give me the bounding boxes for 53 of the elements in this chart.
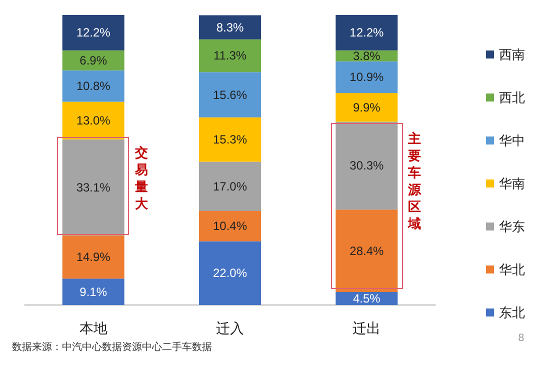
data-label: 15.6%: [212, 88, 248, 102]
x-tick-label: 迁入: [216, 320, 244, 336]
bar: [62, 102, 124, 140]
data-label: 28.4%: [350, 244, 384, 258]
data-label: 33.1%: [76, 180, 111, 194]
data-label: 30.3%: [350, 158, 384, 173]
legend-label: 华中: [499, 133, 525, 148]
bar: [199, 15, 261, 40]
data-label: 4.5%: [352, 291, 381, 306]
bar: [62, 50, 124, 70]
bar: [336, 15, 398, 50]
data-label: 13.0%: [76, 114, 111, 128]
data-label: 9.1%: [80, 284, 108, 299]
source-note: 数据来源：中汽中心数据资源中心二手车数据: [12, 340, 212, 354]
data-label: 14.9%: [76, 250, 111, 264]
bar: [336, 93, 398, 122]
data-label: 8.3%: [216, 20, 244, 34]
data-label: 12.2%: [350, 26, 384, 40]
data-label: 3.8%: [352, 48, 381, 63]
bar: [62, 278, 124, 305]
bar: [336, 210, 398, 292]
data-label: 10.9%: [350, 70, 384, 84]
annotation: 交易量大: [134, 145, 149, 213]
data-label: 17.0%: [212, 179, 248, 194]
data-label: 11.3%: [213, 48, 247, 63]
legend-label: 华东: [499, 219, 525, 234]
bar: [62, 70, 124, 102]
data-label: 10.8%: [76, 79, 111, 94]
bar: [336, 61, 398, 94]
data-label: 10.4%: [212, 219, 248, 234]
annotation: 主要车源区域: [406, 131, 422, 233]
bar: [199, 241, 261, 305]
legend-label: 华南: [499, 176, 525, 191]
data-label: 9.9%: [352, 100, 381, 114]
x-tick-label: 本地: [79, 320, 108, 336]
data-label: 6.9%: [80, 53, 108, 68]
bar: [199, 72, 261, 118]
bar: [62, 235, 124, 279]
legend-label: 西北: [499, 90, 525, 105]
legend-label: 华北: [499, 262, 525, 277]
data-label: 15.3%: [212, 132, 248, 147]
data-label: 22.0%: [212, 266, 248, 280]
bar: [199, 162, 261, 212]
bar: [62, 15, 124, 50]
bar: [199, 211, 261, 242]
legend-label: 东北: [499, 305, 525, 320]
x-tick-label: 迁出: [352, 320, 381, 336]
text: 8: [518, 333, 524, 344]
data-label: 12.2%: [76, 26, 111, 40]
bar: [336, 122, 398, 210]
bar: [199, 117, 261, 162]
bar: [199, 39, 261, 72]
legend-label: 西南: [499, 47, 525, 62]
